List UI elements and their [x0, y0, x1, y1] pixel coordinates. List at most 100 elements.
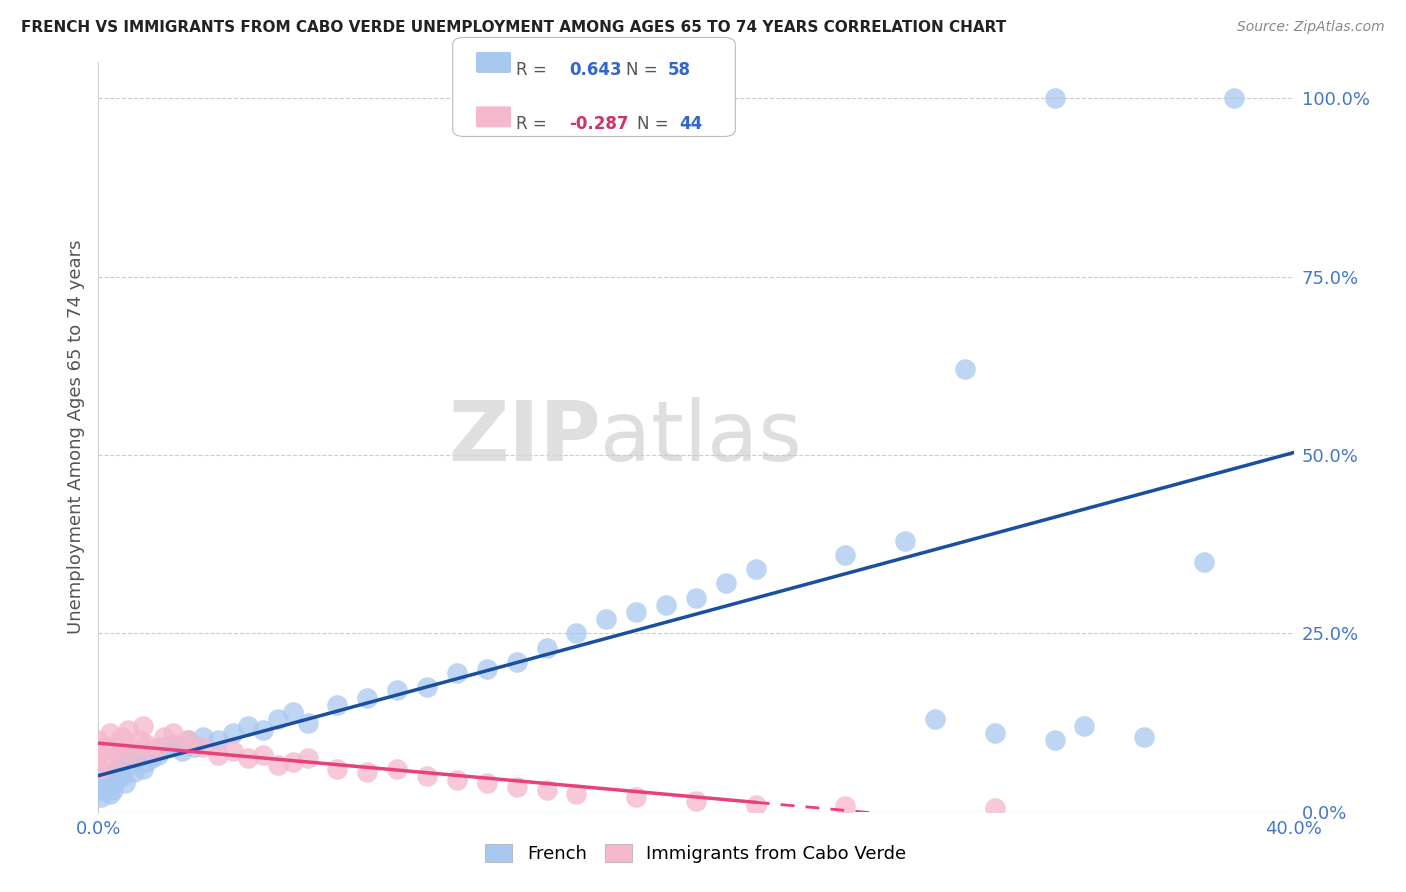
Point	[162, 737, 184, 751]
Point	[281, 705, 304, 719]
Point	[536, 783, 558, 797]
Point	[834, 548, 856, 562]
Point	[1043, 91, 1066, 105]
Text: Source: ZipAtlas.com: Source: ZipAtlas.com	[1237, 20, 1385, 34]
Point	[93, 776, 115, 790]
Point	[127, 747, 149, 762]
Text: FRENCH VS IMMIGRANTS FROM CABO VERDE UNEMPLOYMENT AMONG AGES 65 TO 74 YEARS CORR: FRENCH VS IMMIGRANTS FROM CABO VERDE UNE…	[21, 20, 1007, 35]
Point	[222, 744, 245, 758]
Point	[1133, 730, 1156, 744]
Point	[281, 755, 304, 769]
Point	[124, 747, 146, 762]
Point	[177, 733, 200, 747]
Point	[117, 740, 139, 755]
Point	[177, 733, 200, 747]
Point	[297, 751, 319, 765]
Point	[132, 762, 155, 776]
Point	[207, 747, 229, 762]
Point	[953, 362, 976, 376]
Text: 44: 44	[679, 115, 703, 133]
Point	[506, 780, 529, 794]
Point	[129, 733, 152, 747]
Point	[98, 787, 122, 801]
Point	[834, 799, 856, 814]
Point	[162, 726, 184, 740]
Point	[984, 801, 1007, 815]
Point	[356, 690, 378, 705]
Point	[446, 665, 468, 680]
Point	[87, 747, 110, 762]
Point	[267, 712, 290, 726]
Point	[252, 747, 274, 762]
Point	[475, 662, 498, 676]
Point	[183, 740, 205, 755]
Point	[117, 751, 139, 765]
Point	[745, 797, 768, 812]
Point	[506, 655, 529, 669]
Point	[745, 562, 768, 576]
Point	[111, 769, 134, 783]
Point	[446, 772, 468, 787]
Text: atlas: atlas	[600, 397, 801, 477]
Point	[108, 762, 131, 776]
Point	[924, 712, 946, 726]
Point	[87, 769, 110, 783]
Text: 0.643: 0.643	[569, 61, 621, 78]
Point	[124, 765, 146, 780]
Point	[626, 605, 648, 619]
Point	[416, 769, 439, 783]
Point	[135, 737, 157, 751]
Legend: French, Immigrants from Cabo Verde: French, Immigrants from Cabo Verde	[478, 837, 914, 870]
Text: 58: 58	[668, 61, 690, 78]
Point	[297, 715, 319, 730]
Point	[87, 783, 110, 797]
Point	[93, 740, 115, 755]
Point	[172, 737, 194, 751]
Point	[90, 790, 112, 805]
Point	[103, 765, 125, 780]
Text: R =: R =	[516, 61, 553, 78]
Point	[894, 533, 917, 548]
Point	[236, 719, 259, 733]
Text: -0.287: -0.287	[569, 115, 628, 133]
Text: N =: N =	[626, 61, 662, 78]
Point	[153, 730, 176, 744]
Point	[385, 683, 409, 698]
Point	[565, 787, 588, 801]
Point	[117, 758, 139, 772]
Point	[1192, 555, 1215, 569]
Point	[536, 640, 558, 655]
Point	[565, 626, 588, 640]
Point	[141, 751, 163, 765]
Point	[141, 744, 163, 758]
Point	[105, 772, 128, 787]
Point	[1043, 733, 1066, 747]
Point	[207, 733, 229, 747]
Point	[96, 780, 118, 794]
Point	[655, 598, 678, 612]
Point	[326, 762, 349, 776]
Point	[148, 747, 170, 762]
Point	[103, 783, 125, 797]
Point	[105, 737, 128, 751]
Point	[475, 776, 498, 790]
Point	[172, 744, 194, 758]
Text: R =: R =	[516, 115, 553, 133]
Point	[191, 730, 214, 744]
Point	[685, 794, 707, 808]
Point	[222, 726, 245, 740]
Point	[108, 751, 131, 765]
Point	[96, 755, 118, 769]
Point	[236, 751, 259, 765]
Point	[103, 744, 125, 758]
Point	[153, 740, 176, 755]
Point	[252, 723, 274, 737]
Text: N =: N =	[637, 115, 673, 133]
Point	[626, 790, 648, 805]
Point	[132, 719, 155, 733]
Point	[87, 733, 110, 747]
Point	[191, 740, 214, 755]
Point	[984, 726, 1007, 740]
Point	[714, 576, 737, 591]
Point	[326, 698, 349, 712]
